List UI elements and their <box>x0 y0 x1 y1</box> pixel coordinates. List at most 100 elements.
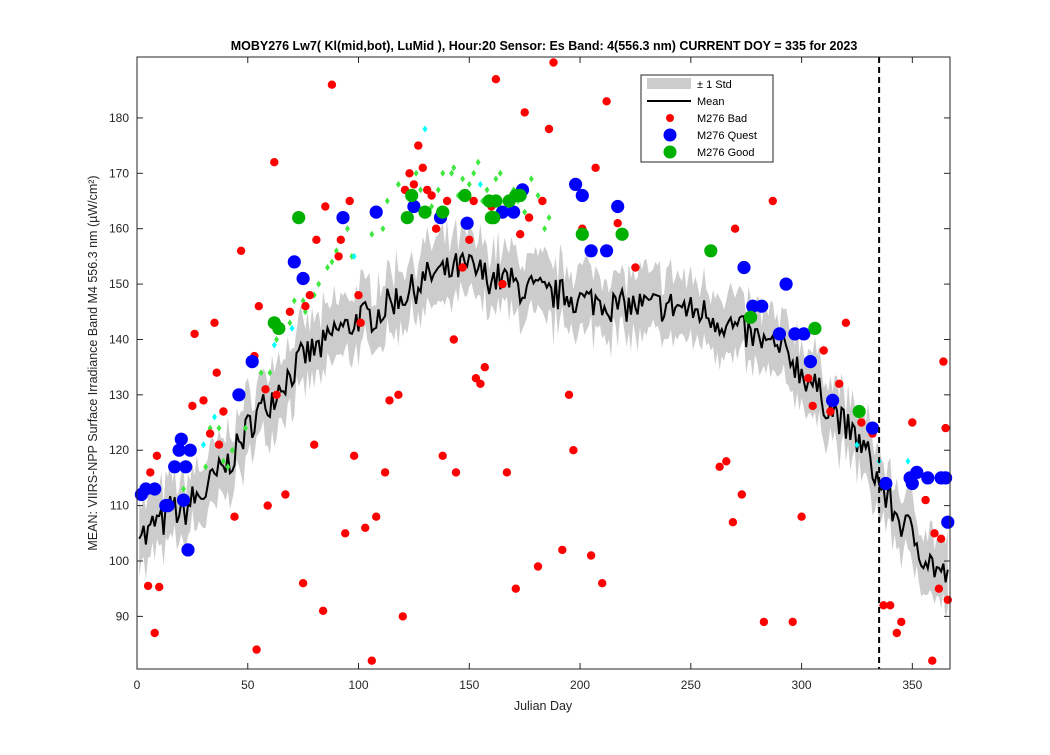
cyan-point <box>212 413 217 421</box>
light-green-point <box>528 175 534 183</box>
quest-point <box>287 255 301 269</box>
bad-point <box>826 407 835 416</box>
bad-point <box>188 401 197 411</box>
bad-point <box>150 628 159 638</box>
light-green-point <box>466 180 472 188</box>
legend-label-mean: Mean <box>697 96 725 108</box>
bad-point <box>305 291 314 300</box>
light-green-point <box>546 214 552 222</box>
bad-point <box>498 279 507 289</box>
chart-legend: ± 1 Std Mean M276 Bad M276 Quest M276 Go… <box>640 74 774 163</box>
bad-point <box>199 396 208 405</box>
mean-line-layer <box>138 251 949 583</box>
bad-point <box>405 169 414 178</box>
quest-point <box>148 482 162 496</box>
bad-point <box>345 196 354 206</box>
quest-point <box>506 205 521 219</box>
good-point <box>292 211 306 225</box>
bad-point <box>564 390 574 399</box>
y-tick-label: 120 <box>109 443 129 457</box>
bad-point <box>930 529 939 538</box>
good-point <box>852 404 866 419</box>
quest-point <box>460 216 474 230</box>
bad-point <box>549 58 558 67</box>
bad-point <box>569 446 578 455</box>
bad-point <box>341 529 350 538</box>
quest-point <box>879 476 893 491</box>
bad-point <box>442 196 452 206</box>
light-green-point <box>542 225 548 233</box>
bad-point <box>219 407 228 416</box>
light-green-point <box>203 463 209 471</box>
light-green-point <box>471 169 477 177</box>
bad-point <box>367 656 376 665</box>
bad-point <box>613 219 622 228</box>
quest-point <box>176 493 191 507</box>
light-green-point <box>451 164 457 172</box>
light-green-point <box>429 203 435 211</box>
bad-point <box>722 457 731 466</box>
y-axis-label: MEAN: VIIRS-NPP Surface Irradiance Band … <box>86 175 100 550</box>
bad-point <box>538 196 547 206</box>
quest-point <box>779 277 793 291</box>
y-tick-label: 130 <box>109 388 129 402</box>
bad-point <box>939 357 948 366</box>
bad-point <box>334 252 343 261</box>
light-green-point <box>475 158 481 166</box>
bad-point <box>327 80 337 89</box>
bad-point <box>336 235 345 244</box>
light-green-point <box>267 369 273 377</box>
bad-point <box>236 246 246 255</box>
quest-point <box>232 388 246 402</box>
x-tick-label: 0 <box>134 678 141 692</box>
bad-point <box>516 230 525 239</box>
bad-point <box>520 108 529 117</box>
quest-point <box>905 476 919 491</box>
good-point <box>436 205 450 219</box>
bad-point <box>431 224 441 233</box>
y-tick-label: 160 <box>109 222 129 236</box>
cyan-point <box>351 252 357 260</box>
light-green-point <box>229 446 235 454</box>
legend-label-good: M276 Good <box>697 147 754 159</box>
bad-point <box>841 318 851 327</box>
x-tick-label: 350 <box>902 678 922 692</box>
bad-point <box>808 401 817 411</box>
bad-point <box>252 645 261 654</box>
light-green-point <box>535 191 541 199</box>
plot-frame <box>136 56 951 670</box>
good-point <box>489 194 503 208</box>
cyan-point <box>854 441 860 449</box>
light-green-point <box>418 186 424 194</box>
cyan-point <box>422 125 428 133</box>
good-point <box>513 188 527 203</box>
good-point <box>458 188 472 203</box>
quest-point <box>921 471 935 485</box>
bad-point <box>356 318 365 327</box>
cyan-point <box>477 180 483 188</box>
quest-point <box>941 515 955 529</box>
bad-point <box>943 595 952 604</box>
bad-point <box>318 606 328 615</box>
bad-point <box>476 379 485 388</box>
quest-point <box>407 199 421 214</box>
bad-point <box>272 390 281 399</box>
bad-point <box>936 534 946 543</box>
good-point <box>272 321 286 335</box>
good-point <box>744 310 758 324</box>
bad-point <box>214 440 224 449</box>
bad-point <box>797 512 806 521</box>
bad-point <box>190 329 199 339</box>
bad-point <box>921 495 930 505</box>
quest-point <box>910 465 924 479</box>
bad-point <box>465 235 474 244</box>
legend-good-marker <box>663 145 677 159</box>
quest-point <box>172 443 186 457</box>
bad-point <box>591 163 600 172</box>
y-tick-label: 140 <box>109 332 129 346</box>
light-green-point <box>316 280 322 288</box>
bad-point <box>586 551 596 560</box>
light-green-point <box>384 197 390 205</box>
bad-point <box>934 584 944 593</box>
good-point <box>418 205 432 219</box>
